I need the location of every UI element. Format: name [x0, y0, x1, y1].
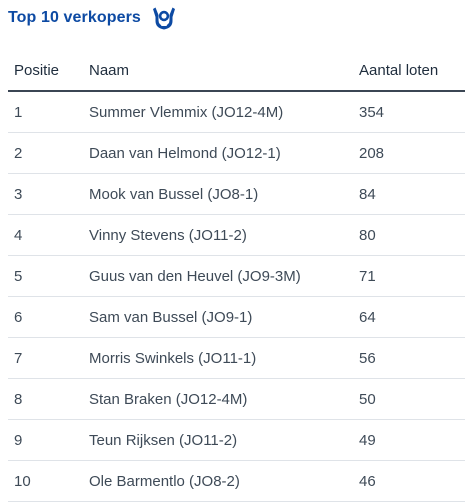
table-row: 6 Sam van Bussel (JO9-1) 64 [8, 296, 465, 338]
row-position: 8 [8, 378, 79, 420]
table-row: 9 Teun Rijksen (JO11-2) 49 [8, 419, 465, 461]
sellers-table: Positie Naam Aantal loten 1 Summer Vlemm… [8, 50, 465, 502]
row-position: 5 [8, 255, 79, 297]
table-header-row: Positie Naam Aantal loten [8, 50, 465, 92]
row-name: Stan Braken (JO12-4M) [79, 378, 349, 420]
row-name: Vinny Stevens (JO11-2) [79, 214, 349, 256]
table-row: 1 Summer Vlemmix (JO12-4M) 354 [8, 91, 465, 133]
row-name: Summer Vlemmix (JO12-4M) [79, 91, 349, 133]
widget-title: Top 10 verkopers [8, 8, 141, 26]
table-row: 3 Mook van Bussel (JO8-1) 84 [8, 173, 465, 215]
widget-header: Top 10 verkopers [8, 0, 465, 36]
table-row: 10 Ole Barmentlo (JO8-2) 46 [8, 460, 465, 502]
row-name: Ole Barmentlo (JO8-2) [79, 460, 349, 502]
row-ticket-count: 56 [349, 337, 465, 379]
row-ticket-count: 46 [349, 460, 465, 502]
row-ticket-count: 50 [349, 378, 465, 420]
row-position: 1 [8, 91, 79, 133]
row-ticket-count: 64 [349, 296, 465, 338]
row-ticket-count: 354 [349, 91, 465, 133]
row-ticket-count: 208 [349, 132, 465, 174]
row-name: Teun Rijksen (JO11-2) [79, 419, 349, 461]
table-row: 8 Stan Braken (JO12-4M) 50 [8, 378, 465, 420]
row-position: 3 [8, 173, 79, 215]
column-header-aantal-loten: Aantal loten [349, 50, 465, 92]
table-row: 7 Morris Swinkels (JO11-1) 56 [8, 337, 465, 379]
table-row: 4 Vinny Stevens (JO11-2) 80 [8, 214, 465, 256]
row-position: 7 [8, 337, 79, 379]
row-name: Daan van Helmond (JO12-1) [79, 132, 349, 174]
trophy-hand-icon [149, 3, 179, 33]
table-row: 2 Daan van Helmond (JO12-1) 208 [8, 132, 465, 174]
row-ticket-count: 84 [349, 173, 465, 215]
row-ticket-count: 49 [349, 419, 465, 461]
row-ticket-count: 80 [349, 214, 465, 256]
row-position: 9 [8, 419, 79, 461]
row-position: 2 [8, 132, 79, 174]
row-name: Guus van den Heuvel (JO9-3M) [79, 255, 349, 297]
row-position: 6 [8, 296, 79, 338]
table-row: 5 Guus van den Heuvel (JO9-3M) 71 [8, 255, 465, 297]
column-header-positie: Positie [8, 50, 79, 92]
row-name: Mook van Bussel (JO8-1) [79, 173, 349, 215]
row-ticket-count: 71 [349, 255, 465, 297]
row-name: Morris Swinkels (JO11-1) [79, 337, 349, 379]
row-position: 10 [8, 460, 79, 502]
row-position: 4 [8, 214, 79, 256]
row-name: Sam van Bussel (JO9-1) [79, 296, 349, 338]
column-header-naam: Naam [79, 50, 349, 92]
